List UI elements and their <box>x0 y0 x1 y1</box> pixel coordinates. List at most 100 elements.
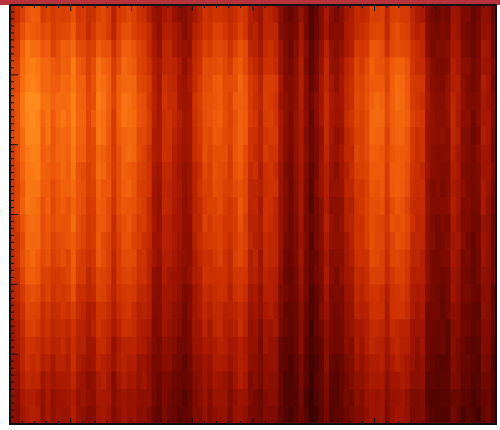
heatmap-cell <box>450 162 457 181</box>
heatmap-cell <box>344 5 350 24</box>
heatmap-cell <box>212 57 219 76</box>
heatmap-cell <box>480 214 487 233</box>
heatmap-cell <box>70 249 77 268</box>
heatmap-cell <box>460 336 467 355</box>
heatmap-cell <box>116 389 122 408</box>
heatmap-cell <box>283 179 290 198</box>
heatmap-cell <box>435 197 441 216</box>
heatmap-cell <box>369 74 376 93</box>
heatmap-cell <box>242 249 249 268</box>
heatmap-cell <box>359 92 365 111</box>
heatmap-cell <box>298 127 305 146</box>
heatmap-cell <box>10 406 16 425</box>
heatmap-cell <box>45 179 52 198</box>
heatmap-cell <box>85 74 92 93</box>
heatmap-cell <box>475 301 482 320</box>
heatmap-cell <box>278 354 284 373</box>
heatmap-cell <box>187 301 193 320</box>
heatmap-cell <box>237 336 244 355</box>
heatmap-cell <box>470 92 477 111</box>
heatmap-cell <box>334 249 340 268</box>
heatmap-cell <box>91 301 97 320</box>
heatmap-cell <box>227 266 234 285</box>
heatmap-cell <box>40 249 47 268</box>
heatmap-cell <box>202 5 209 24</box>
heatmap-cell <box>349 214 355 233</box>
heatmap-cell <box>232 92 239 111</box>
heatmap-cell <box>247 336 254 355</box>
heatmap-cell <box>242 371 249 390</box>
heatmap-cell <box>450 231 457 251</box>
heatmap-cell <box>60 214 67 233</box>
heatmap-cell <box>374 162 381 181</box>
heatmap-cell <box>268 109 274 128</box>
heatmap-cell <box>30 109 36 128</box>
heatmap-cell <box>45 127 52 146</box>
heatmap-cell <box>288 5 295 24</box>
heatmap-cell <box>70 162 77 181</box>
heatmap-cell <box>268 301 274 320</box>
heatmap-cell <box>166 22 173 41</box>
heatmap-cell <box>116 74 122 93</box>
heatmap-cell <box>485 144 492 163</box>
heatmap-cell <box>389 266 396 285</box>
heatmap-cell <box>116 214 122 233</box>
heatmap-cell <box>161 5 168 24</box>
heatmap-cell <box>369 109 376 128</box>
heatmap-cell <box>323 74 330 93</box>
heatmap-cell <box>258 214 264 233</box>
heatmap-cell <box>227 127 234 146</box>
heatmap-cell <box>151 197 158 216</box>
heatmap-cell <box>30 249 36 268</box>
heatmap-cell <box>359 127 365 146</box>
heatmap-cell <box>354 127 360 146</box>
heatmap-cell <box>217 284 224 303</box>
heatmap-cell <box>136 301 143 320</box>
heatmap-cell <box>247 266 254 285</box>
heatmap-cell <box>45 336 52 355</box>
heatmap-cell <box>146 214 153 233</box>
heatmap-cell <box>303 319 310 338</box>
heatmap-cell <box>475 319 482 338</box>
heatmap-cell <box>485 354 492 373</box>
heatmap-cell <box>263 57 269 76</box>
heatmap-cell <box>445 144 452 163</box>
heatmap-cell <box>268 266 274 285</box>
heatmap-cell <box>212 301 219 320</box>
heatmap-cell <box>187 57 193 76</box>
heatmap-cell <box>415 284 421 303</box>
heatmap-cell <box>91 389 97 408</box>
heatmap-cell <box>197 197 203 216</box>
heatmap-cell <box>450 319 457 338</box>
heatmap-cell <box>91 22 97 41</box>
heatmap-cell <box>435 5 441 24</box>
heatmap-cell <box>166 284 173 303</box>
heatmap-cell <box>65 197 72 216</box>
heatmap-cell <box>425 266 431 285</box>
heatmap-cell <box>490 39 497 58</box>
heatmap-cell <box>10 109 16 128</box>
heatmap-cell <box>182 249 188 268</box>
heatmap-cell <box>60 109 67 128</box>
heatmap-cell <box>298 389 305 408</box>
heatmap-cell <box>288 22 295 41</box>
heatmap-cell <box>247 74 254 93</box>
heatmap-cell <box>30 389 36 408</box>
heatmap-cell <box>10 22 16 41</box>
heatmap-cell <box>232 197 239 216</box>
heatmap-cell <box>50 231 57 251</box>
heatmap-cell <box>323 371 330 390</box>
heatmap-cell <box>313 127 320 146</box>
heatmap-cell <box>313 266 320 285</box>
heatmap-cell <box>470 144 477 163</box>
heatmap-cell <box>242 266 249 285</box>
heatmap-cell <box>420 144 426 163</box>
heatmap-cell <box>166 249 173 268</box>
heatmap-cell <box>80 284 87 303</box>
heatmap-cell <box>222 249 229 268</box>
heatmap-cell <box>65 319 72 338</box>
heatmap-cell <box>283 162 290 181</box>
heatmap-cell <box>354 249 360 268</box>
heatmap-cell <box>247 214 254 233</box>
heatmap-cell <box>25 249 31 268</box>
